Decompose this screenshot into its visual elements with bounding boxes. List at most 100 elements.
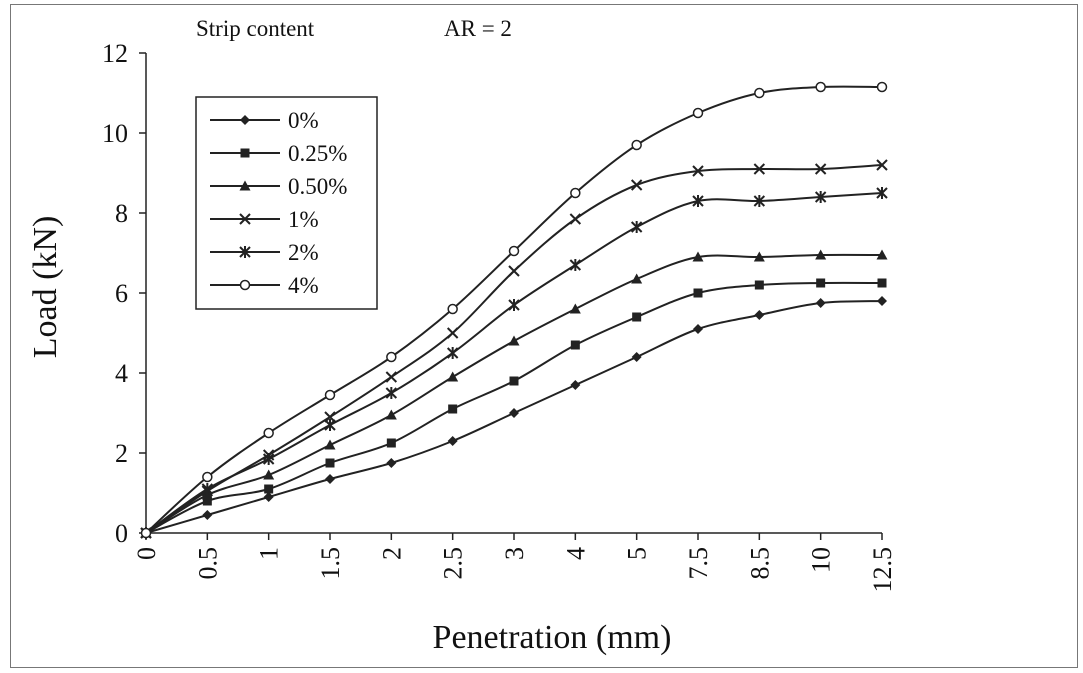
data-point: [324, 389, 336, 401]
data-point: [202, 471, 213, 483]
data-point: [448, 404, 458, 414]
data-point: [386, 351, 397, 363]
series-6: [140, 81, 888, 539]
legend-marker: [239, 180, 251, 191]
data-point: [692, 107, 704, 119]
x-tick-label: 0.5: [193, 547, 222, 580]
y-tick-label: 0: [115, 519, 128, 548]
annotation-aspect-ratio: AR = 2: [444, 16, 512, 41]
legend-label: 0.25%: [288, 141, 347, 166]
legend-entry: 4%: [210, 273, 319, 298]
data-point: [325, 458, 335, 468]
y-tick-label: 4: [115, 359, 128, 388]
legend-entry: 0%: [210, 108, 319, 133]
x-tick-label: 7.5: [684, 547, 713, 580]
data-point: [446, 347, 459, 359]
data-point: [630, 179, 643, 191]
data-point: [569, 303, 581, 314]
data-point: [693, 288, 703, 298]
legend-entry: 2%: [210, 240, 319, 265]
x-tick-label: 10: [807, 547, 836, 573]
data-point: [569, 259, 582, 271]
series-1: [141, 296, 887, 538]
data-point: [814, 163, 827, 175]
axes: 0 2 4 6 8 10 12 0 0.5 1 1.5 2 2.5 3 4 5 7.5 8.5 10 12.5: [102, 39, 897, 593]
data-point: [876, 159, 888, 171]
x-tick-label: 8.5: [745, 547, 774, 580]
data-point: [815, 81, 826, 93]
data-point: [386, 458, 397, 468]
data-point: [631, 139, 642, 151]
data-point: [385, 387, 398, 399]
data-point: [508, 265, 520, 277]
x-tick-label: 5: [623, 547, 652, 560]
x-axis-label: Penetration (mm): [433, 619, 672, 656]
data-point: [570, 187, 581, 199]
data-point: [386, 438, 396, 448]
legend-marker: [240, 115, 250, 125]
x-tick-label: 4: [561, 547, 590, 560]
data-point: [754, 87, 765, 99]
series-line: [145, 281, 883, 534]
data-point: [692, 195, 704, 207]
legend: 0% 0.25% 0.50% 1% 2% 4%: [195, 96, 378, 310]
y-tick-label: 6: [115, 279, 128, 308]
annotation-strip-content: Strip content: [196, 16, 315, 41]
data-point: [508, 299, 520, 311]
data-point: [201, 483, 214, 495]
y-tick-label: 8: [115, 199, 128, 228]
data-point: [570, 340, 580, 350]
data-point: [569, 213, 582, 225]
data-point: [385, 409, 397, 420]
data-point: [632, 312, 642, 322]
legend-label: 1%: [288, 207, 319, 232]
data-point: [753, 163, 766, 175]
data-point: [815, 298, 826, 308]
legend-label: 0.50%: [288, 174, 347, 199]
data-point: [202, 496, 212, 506]
data-point: [140, 527, 152, 539]
x-tick-label: 12.5: [868, 547, 897, 593]
x-tick-label: 1: [255, 547, 284, 560]
data-point: [446, 327, 459, 339]
data-point: [877, 296, 887, 306]
legend-marker: [239, 213, 251, 225]
y-tick-label: 12: [102, 39, 128, 68]
data-point: [447, 436, 458, 446]
data-point: [630, 221, 643, 233]
data-point: [263, 492, 274, 502]
data-point: [876, 81, 888, 93]
legend-marker: [240, 148, 250, 158]
x-tick-label: 1.5: [316, 547, 345, 580]
y-tick-label: 10: [102, 119, 128, 148]
data-point: [508, 245, 520, 257]
legend-marker: [239, 246, 251, 258]
x-tick-label: 0: [132, 547, 161, 560]
legend-label: 4%: [288, 273, 319, 298]
data-point: [262, 453, 275, 465]
x-tick-label: 3: [500, 547, 529, 560]
data-point: [570, 380, 581, 390]
data-point: [324, 419, 336, 431]
legend-entry: 1%: [210, 207, 319, 232]
data-point: [693, 324, 703, 334]
data-point: [815, 249, 827, 260]
data-point: [692, 165, 704, 177]
data-point: [508, 335, 520, 346]
y-tick-label: 2: [115, 439, 128, 468]
data-point: [754, 310, 765, 320]
data-point: [509, 376, 519, 386]
data-point: [509, 408, 519, 418]
data-point: [754, 280, 764, 290]
data-point: [816, 278, 826, 288]
y-axis-label: Load (kN): [27, 216, 64, 359]
legend-box: [195, 96, 378, 310]
legend-label: 2%: [288, 240, 319, 265]
data-point: [692, 251, 704, 262]
data-point: [877, 278, 887, 288]
x-tick-label: 2.5: [439, 547, 468, 580]
data-point: [263, 469, 275, 480]
data-point: [753, 195, 766, 207]
data-point: [263, 427, 274, 439]
